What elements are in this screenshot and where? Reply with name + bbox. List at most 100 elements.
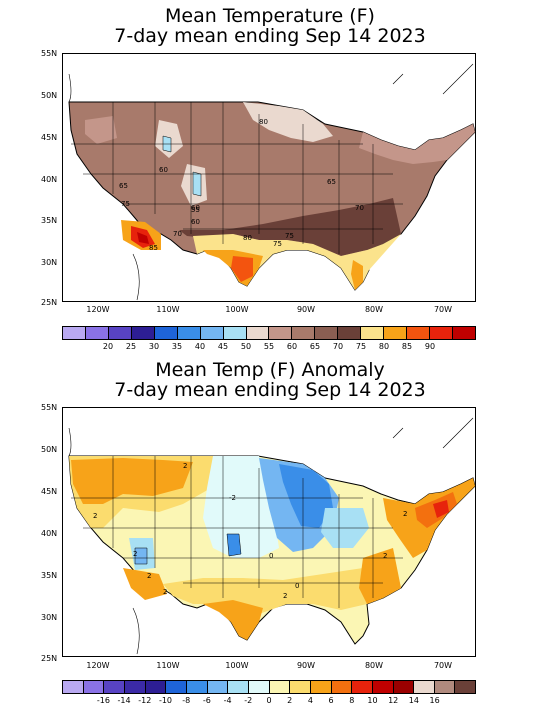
bottom-colorbar-swatch (372, 681, 394, 693)
bottom-colorbar-swatch (228, 681, 249, 693)
bottom-colorbar (62, 680, 476, 694)
bottom-southeast-warm (359, 548, 401, 604)
top-lat-tick-50n: 50N (41, 91, 58, 100)
top-contour-label: 75 (121, 200, 130, 208)
top-contour-label: 70 (355, 204, 364, 212)
bottom-colorbar-swatch (455, 681, 476, 693)
bottom-colorbar-swatch (63, 681, 84, 693)
bottom-southwest-desert-warm (123, 568, 167, 600)
bottom-colorbar-label: -8 (182, 696, 191, 705)
top-colorbar-label: 85 (401, 342, 413, 351)
bottom-lat-tick-50n: 50N (41, 445, 58, 454)
top-lon-tick-110w: 110W (156, 305, 180, 314)
top-lon-tick-80w: 80W (364, 305, 384, 314)
bottom-colorbar-swatch (393, 681, 415, 693)
bottom-colorbar-label: 12 (388, 696, 399, 705)
top-colorbar-swatch (246, 327, 270, 339)
bottom-lon-tick-120w: 120W (86, 661, 110, 670)
top-colorbar-swatch (384, 327, 408, 339)
top-northeast-60s (359, 124, 475, 164)
bottom-colorbar-swatch (434, 681, 456, 693)
top-colorbar-swatch (407, 327, 430, 339)
top-colorbar-label: 40 (194, 342, 206, 351)
bottom-colorbar-swatch (104, 681, 125, 693)
bottom-colorbar-swatch (83, 681, 105, 693)
bottom-colorbar-swatch (269, 681, 291, 693)
bottom-lon-tick-90w: 90W (296, 661, 316, 670)
bottom-south-warm (163, 558, 401, 614)
top-lon-tick-120w: 120W (86, 305, 110, 314)
top-texas-90s (231, 256, 253, 282)
bottom-colorbar-swatch (124, 681, 146, 693)
bottom-map-title-line1: Mean Temp (F) Anomaly (155, 359, 385, 381)
top-colorbar-swatch (292, 327, 316, 339)
bottom-colorbar-swatch (145, 681, 167, 693)
bottom-texas-warm (203, 600, 263, 640)
bottom-plains-cool (203, 456, 279, 558)
bottom-colorbar-swatch (331, 681, 353, 693)
bottom-contour-label: 2 (147, 572, 151, 580)
bottom-colorbar-label: -4 (223, 696, 232, 705)
bottom-coastlines (68, 417, 474, 655)
bottom-lon-tick-80w: 80W (364, 661, 384, 670)
top-colorbar-swatch (177, 327, 201, 339)
top-pnw-60s (85, 116, 117, 144)
top-contour-label: 60 (191, 204, 200, 212)
top-lat-tick-30n: 30N (41, 258, 58, 267)
top-colorbar (62, 326, 476, 340)
bottom-contour-label: 2 (133, 550, 137, 558)
top-colorbar-label: 65 (309, 342, 321, 351)
bottom-colorbar-label: -2 (244, 696, 253, 705)
top-colorbar-swatch (338, 327, 362, 339)
bottom-colorbar-label: 16 (429, 696, 440, 705)
bottom-lat-tick-45n: 45N (41, 487, 58, 496)
bottom-lat-tick-35n: 35N (41, 571, 58, 580)
bottom-colorbar-label: 4 (307, 696, 313, 705)
top-contour-label: 85 (149, 244, 158, 252)
top-lat-tick-40n: 40N (41, 175, 58, 184)
top-colorbar-swatch (430, 327, 453, 339)
bottom-colorbar-swatch (207, 681, 229, 693)
top-contour-label: 80 (243, 234, 252, 242)
top-contour-label: 65 (119, 182, 128, 190)
bottom-contour-label: 0 (295, 582, 299, 590)
top-lon-tick-70w: 70W (433, 305, 453, 314)
bottom-map-frame: 2 2 2 -2 2 2 0 0 2 2 2 (62, 407, 476, 657)
top-colorbar-swatch (315, 327, 339, 339)
top-lat-tick-55n: 55N (41, 49, 58, 58)
bottom-contour-label: 0 (269, 552, 273, 560)
bottom-contour-label: 2 (383, 552, 387, 560)
top-colorbar-label: 80 (378, 342, 390, 351)
bottom-colorbar-swatch (248, 681, 270, 693)
bottom-colorbar-label: -12 (138, 696, 152, 705)
bottom-colorbar-swatch (290, 681, 311, 693)
top-colorbar-swatch (85, 327, 109, 339)
top-state-borders (71, 102, 403, 254)
bottom-northwest-warmer (71, 458, 193, 504)
bottom-colorbar-swatch (310, 681, 332, 693)
bottom-contour-label: 2 (403, 510, 407, 518)
bottom-colorbar-label: -14 (117, 696, 131, 705)
bottom-contour-label: 2 (183, 462, 187, 470)
top-colorbar-swatch (108, 327, 132, 339)
bottom-contour-label: 2 (283, 592, 287, 600)
bottom-southwest-cold (134, 547, 148, 565)
top-colorbar-swatch (452, 327, 475, 339)
top-colorado-cold-pocket (192, 171, 202, 197)
top-lon-tick-100w: 100W (225, 305, 249, 314)
bottom-lat-tick-25n: 25N (41, 654, 58, 663)
top-lat-tick-35n: 35N (41, 216, 58, 225)
top-colorbar-label: 75 (355, 342, 367, 351)
bottom-colorbar-label: 2 (287, 696, 293, 705)
bottom-contour-label: 2 (93, 512, 97, 520)
top-colorbar-label: 45 (217, 342, 229, 351)
top-lon-tick-90w: 90W (296, 305, 316, 314)
top-desert-sw-core (137, 232, 149, 244)
top-map-title-line1: Mean Temperature (F) (165, 5, 375, 27)
top-colorbar-label: 60 (286, 342, 298, 351)
bottom-lon-tick-100w: 100W (225, 661, 249, 670)
bottom-new-england-max (433, 500, 449, 518)
top-contour-label: 70 (173, 230, 182, 238)
top-contour-label: 65 (327, 178, 336, 186)
bottom-map-title-line2: 7-day mean ending Sep 14 2023 (114, 379, 426, 401)
